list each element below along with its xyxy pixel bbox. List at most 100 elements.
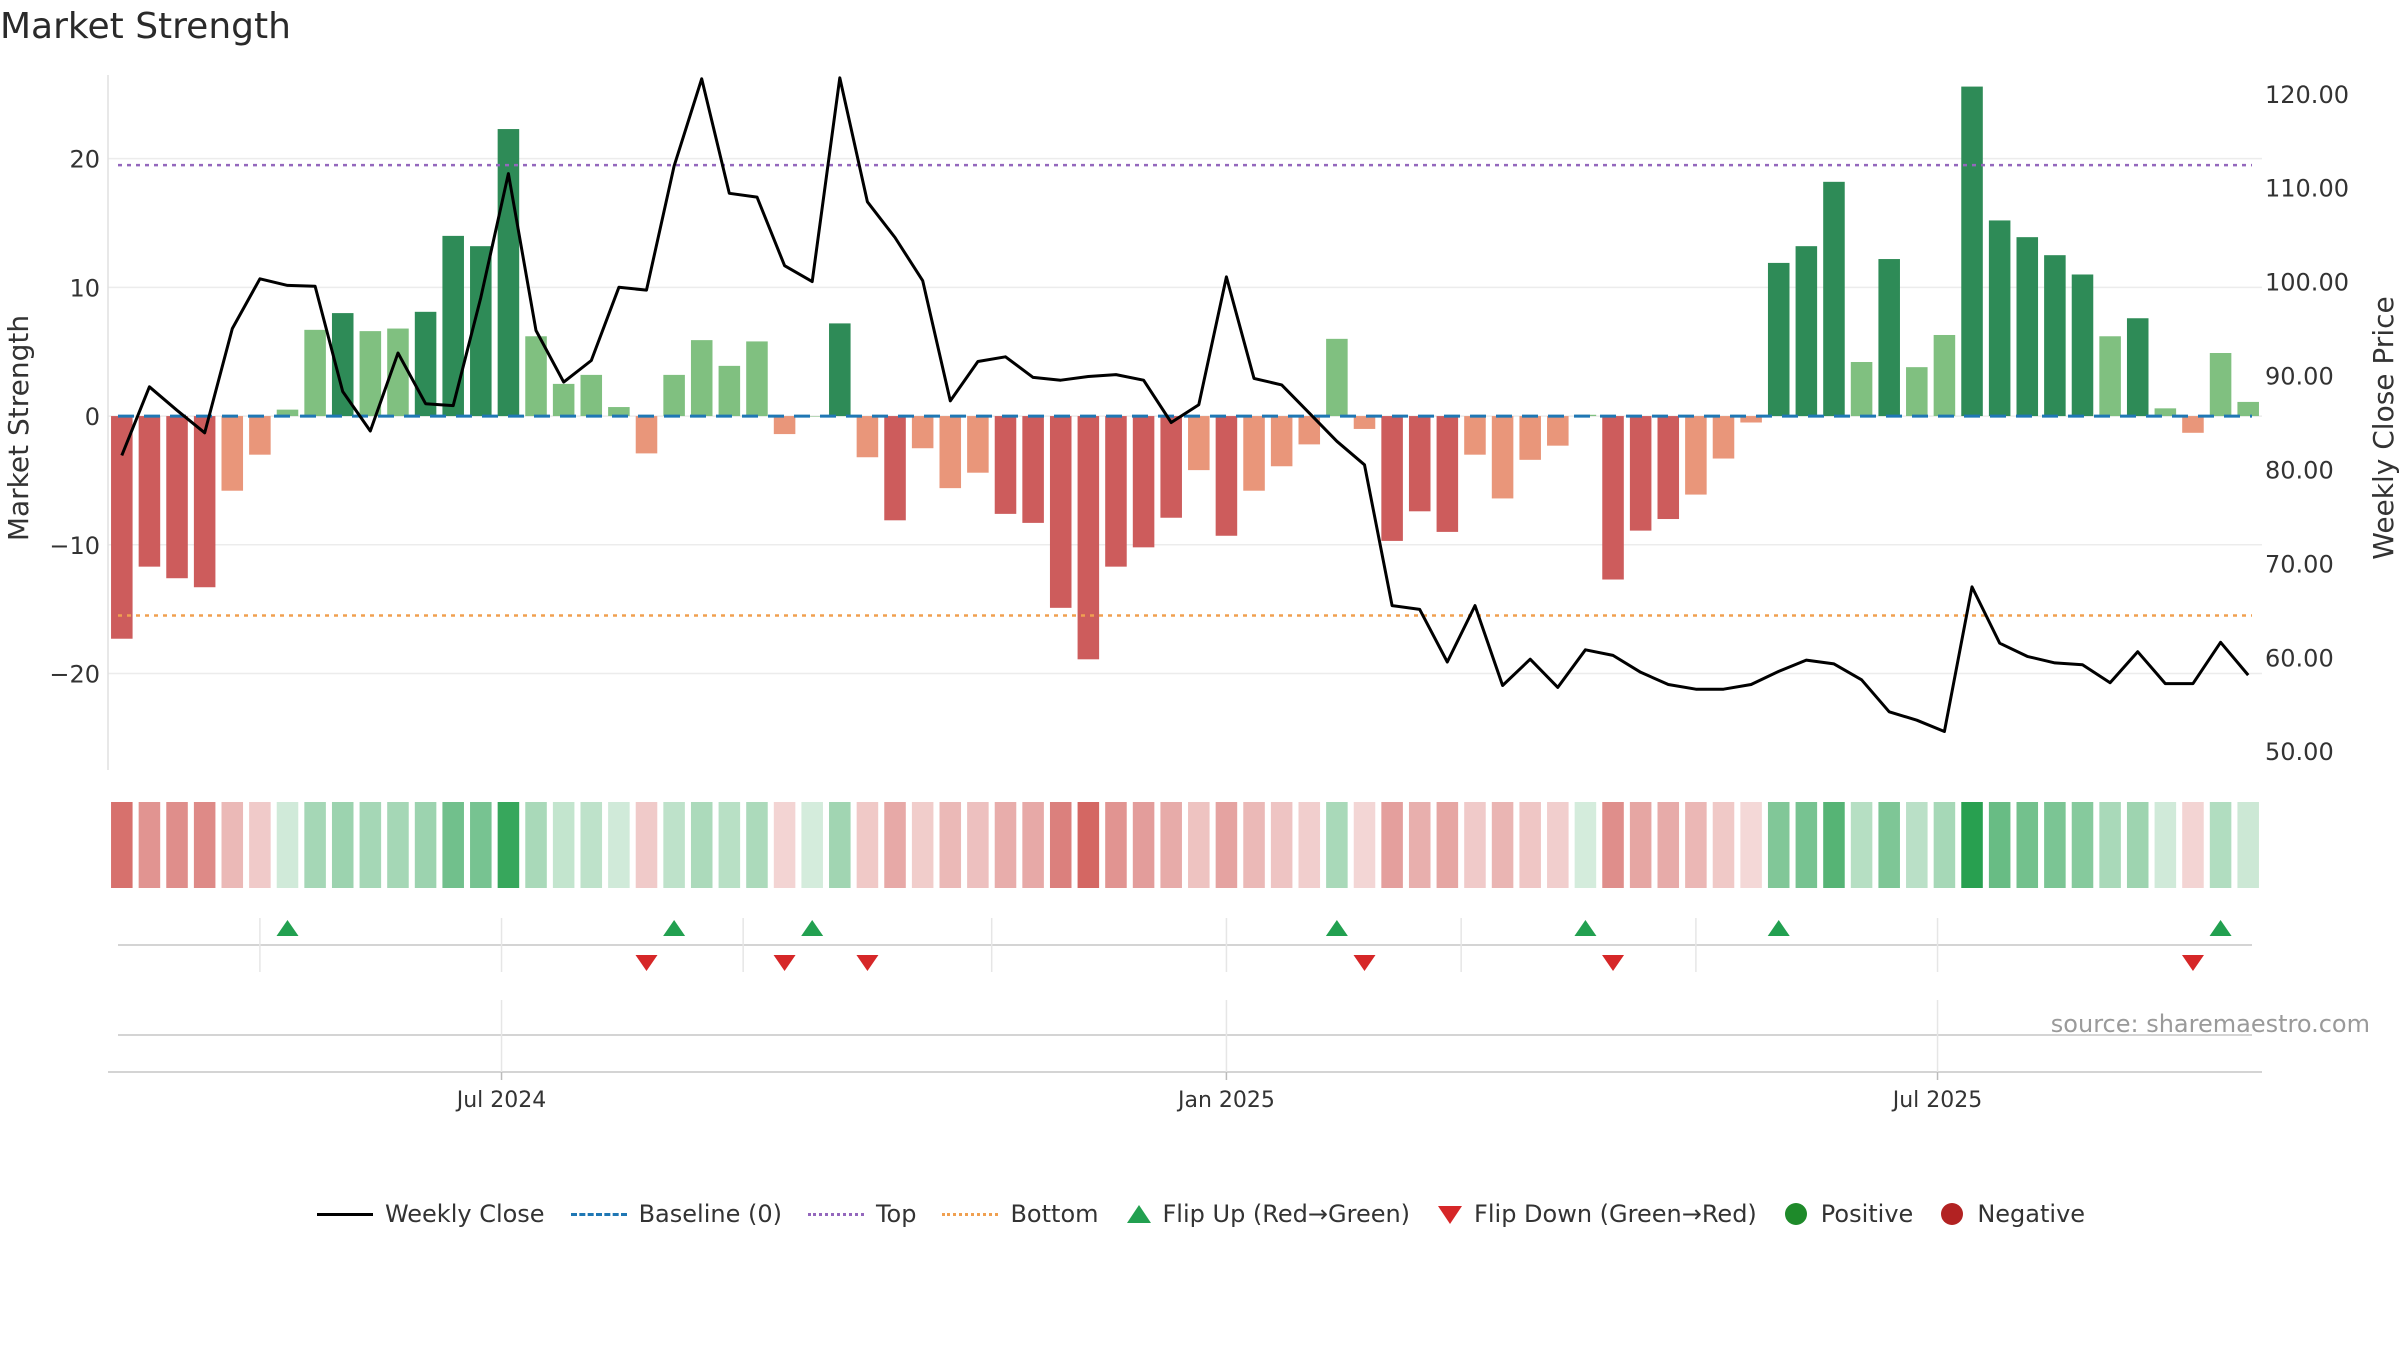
heat-cell	[939, 802, 962, 888]
strength-bar	[856, 416, 879, 458]
strength-bar	[884, 416, 906, 521]
heat-cell	[1961, 802, 1983, 888]
flip-up-marker	[1574, 920, 1597, 936]
heat-cell	[884, 802, 906, 888]
strength-bar	[746, 341, 768, 417]
heat-cell	[470, 802, 492, 888]
strength-bar	[718, 365, 741, 417]
legend-negative[interactable]: Negative	[1937, 1200, 2085, 1228]
green-dot-icon	[1781, 1202, 1811, 1226]
strength-bar	[1188, 416, 1210, 471]
heat-cell	[1491, 802, 1514, 888]
strength-bar	[1132, 416, 1155, 548]
weekly-close-series	[120, 76, 2250, 733]
heat-cell	[773, 802, 796, 888]
flip-down-marker	[2181, 955, 2204, 971]
heat-cell	[2016, 802, 2039, 888]
strength-bar	[166, 416, 188, 579]
strength-bar	[1547, 416, 1569, 446]
strength-bar	[1353, 416, 1376, 429]
heat-cell	[1574, 802, 1597, 888]
strength-bar	[1077, 416, 1100, 660]
weekly-close-line	[120, 76, 2250, 733]
strength-bar	[1933, 334, 1956, 417]
heat-cell	[249, 802, 271, 888]
flip-up-marker	[663, 920, 686, 936]
legend-baseline[interactable]: Baseline (0)	[569, 1200, 782, 1228]
legend-bottom[interactable]: Bottom	[940, 1200, 1099, 1228]
heat-cell	[359, 802, 382, 888]
heat-cell	[1215, 802, 1238, 888]
strength-bar	[608, 407, 630, 417]
strength-bar	[1049, 416, 1072, 608]
legend-flip-up[interactable]: Flip Up (Red→Green)	[1123, 1200, 1410, 1228]
flip-up-marker	[1767, 920, 1790, 936]
strength-bar	[1298, 416, 1321, 445]
heat-cell	[2154, 802, 2177, 888]
legend-top[interactable]: Top	[806, 1200, 917, 1228]
strength-bar	[414, 311, 437, 417]
strength-bar	[193, 416, 216, 588]
heat-cell	[1850, 802, 1873, 888]
strength-bar	[359, 331, 382, 417]
strength-bar	[2099, 336, 2121, 417]
chart-title: Market Strength	[0, 6, 291, 47]
y-tick-label: −20	[49, 660, 100, 688]
y2-tick-label: 80.00	[2265, 456, 2334, 484]
heat-cell	[994, 802, 1017, 888]
flip-down-marker	[773, 955, 796, 971]
strength-bar	[1326, 338, 1348, 417]
legend-label: Top	[875, 1200, 917, 1228]
heat-cell	[1298, 802, 1321, 888]
heat-cell	[442, 802, 464, 888]
legend-label: Weekly Close	[384, 1200, 545, 1228]
heat-cell	[1906, 802, 1928, 888]
heat-cell	[331, 802, 354, 888]
strength-bar	[1740, 416, 1762, 423]
heat-cell	[1795, 802, 1818, 888]
heat-cell	[1602, 802, 1624, 888]
flip-up-marker	[276, 920, 299, 936]
flip-up-marker	[801, 920, 824, 936]
heat-cell	[911, 802, 934, 888]
dotted-swatch-icon	[940, 1202, 1000, 1226]
strength-bar	[635, 416, 658, 454]
heat-cell	[580, 802, 603, 888]
heat-cell	[387, 802, 409, 888]
heat-cell	[1712, 802, 1735, 888]
heat-cell	[608, 802, 630, 888]
heat-cell	[1022, 802, 1044, 888]
strength-bar	[276, 409, 299, 417]
triangle-down-icon	[1434, 1202, 1464, 1226]
strength-bar	[1712, 416, 1735, 459]
strength-bar	[1160, 416, 1182, 518]
heat-cell	[414, 802, 437, 888]
grid-lines	[107, 75, 2262, 770]
flip-up-marker	[1325, 920, 1348, 936]
strength-bar	[304, 329, 326, 417]
y2-tick-label: 100.00	[2265, 269, 2349, 297]
flip-up-marker	[2209, 920, 2232, 936]
heat-cell	[525, 802, 547, 888]
strength-bar	[911, 416, 934, 449]
line-swatch-icon	[315, 1202, 375, 1226]
legend-weekly-close[interactable]: Weekly Close	[315, 1200, 545, 1228]
strength-bar	[2126, 318, 2149, 417]
heat-cell	[1270, 802, 1293, 888]
heat-cell	[2099, 802, 2121, 888]
strength-bar	[1906, 367, 1928, 417]
legend-positive[interactable]: Positive	[1781, 1200, 1913, 1228]
y2-tick-label: 50.00	[2265, 738, 2334, 766]
strength-bar	[1795, 246, 1818, 417]
strength-bar	[2044, 255, 2066, 417]
y-tick-label: 20	[69, 146, 100, 174]
y-axis-title: Market Strength	[2, 315, 35, 541]
dash-swatch-icon	[569, 1202, 629, 1226]
strength-bar	[1408, 416, 1431, 512]
y2-tick-label: 90.00	[2265, 363, 2334, 391]
triangle-up-icon	[1123, 1202, 1153, 1226]
strength-bar	[2071, 274, 2094, 417]
legend-flip-down[interactable]: Flip Down (Green→Red)	[1434, 1200, 1757, 1228]
legend-label: Bottom	[1010, 1200, 1099, 1228]
heat-cell	[663, 802, 685, 888]
